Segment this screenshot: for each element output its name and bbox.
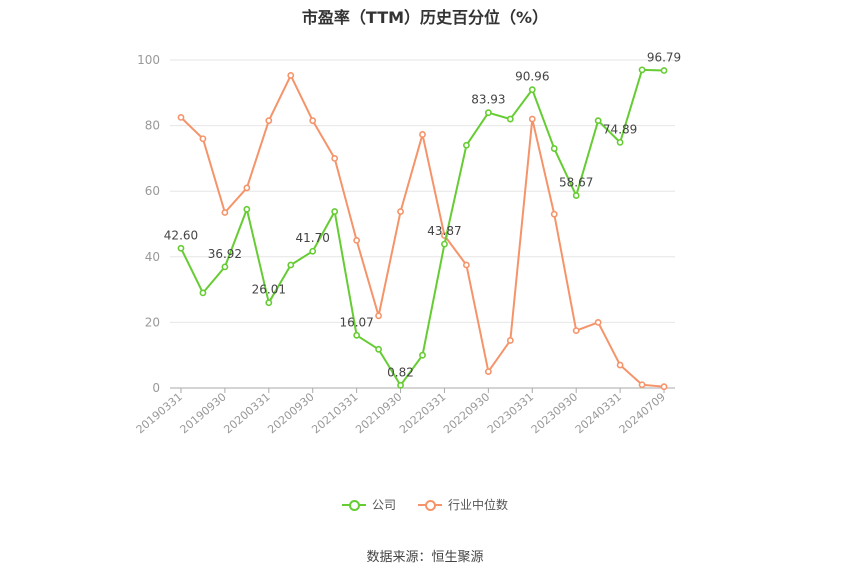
company-data-label: 42.60 [164,228,198,242]
company-data-point [287,261,295,269]
company-data-point [353,331,361,339]
industry-data-point [638,381,646,389]
company-data-label: 83.93 [471,93,505,107]
x-tick-label: 20240331 [573,390,624,436]
company-data-label: 41.70 [296,231,330,245]
legend-item-industry[interactable]: 行业中位数 [418,496,508,513]
industry-data-point [572,327,580,334]
y-tick-label: 80 [145,119,160,133]
x-tick-label: 20220331 [397,390,448,436]
company-data-label: 16.07 [339,315,373,329]
company-data-point [243,205,251,213]
y-tick-label: 60 [145,184,160,198]
y-tick-label: 100 [137,53,160,67]
x-tick-label: 20230930 [529,390,580,436]
industry-data-point [243,184,251,192]
industry-data-point [397,208,404,215]
x-tick-label: 20200331 [221,390,272,436]
chart-title: 市盈率（TTM）历史百分位（%） [301,8,549,27]
x-tick-label: 20200930 [265,390,316,436]
industry-data-point [221,209,229,216]
x-tick-label: 20210331 [309,390,360,436]
company-data-point [484,109,492,117]
company-data-point [331,208,339,215]
y-tick-label: 20 [145,315,160,329]
company-series-line [180,68,665,387]
company-data-point [463,141,470,149]
industry-data-point [484,368,492,375]
company-data-point [528,86,536,94]
line-chart: 0 20 40 60 80 100 2019033120190930202003312020… [134,51,682,437]
industry-series-line [180,74,665,388]
x-tick-label: 20210930 [353,390,404,436]
company-data-label: 74.89 [603,122,637,136]
industry-data-point [616,361,624,369]
industry-data-point [550,210,558,218]
data-source-note: 数据来源：恒生聚源 [366,550,484,565]
legend-swatch-company [341,498,366,512]
industry-data-point [331,154,339,162]
x-tick-label: 20190331 [134,390,185,436]
legend-swatch-industry [418,498,442,512]
company-data-point [309,247,317,255]
industry-data-point [353,236,361,244]
company-data-point [177,244,185,252]
legend-item-company[interactable]: 公司 [341,496,396,513]
company-data-point [221,263,229,271]
industry-data-point [375,312,382,320]
industry-data-point [309,117,317,125]
company-data-label: 26.01 [252,283,286,297]
industry-data-point [506,337,514,344]
industry-data-point [419,131,426,138]
company-data-point [397,381,404,389]
y-tick-label: 40 [145,250,160,264]
company-data-label: 58.67 [559,176,593,190]
x-tick-label: 20240709 [617,390,668,436]
company-data-point [199,289,207,297]
industry-data-point [177,114,185,121]
company-data-point [572,192,580,199]
chart-legend: 公司 行业中位数 [0,496,850,513]
x-tick-label: 20190930 [178,390,229,436]
industry-data-point [199,135,207,143]
company-data-label: 43.87 [427,224,461,238]
company-data-point [550,145,558,152]
y-tick-label: 0 [152,381,160,395]
company-data-point [616,138,624,146]
company-data-point [660,67,668,74]
legend-label-industry: 行业中位数 [448,498,509,512]
x-tick-label: 20230331 [485,390,536,436]
x-tick-label: 20220930 [441,390,492,436]
company-data-label: 0.82 [387,365,414,379]
industry-data-point [287,72,295,79]
company-data-point [265,299,273,307]
company-data-label: 90.96 [515,70,549,84]
company-data-point [506,115,514,123]
industry-data-point [528,115,536,123]
industry-data-point [463,261,470,269]
company-data-point [594,117,602,125]
company-data-label: 96.79 [647,51,681,65]
company-data-label: 36.92 [208,247,242,261]
industry-data-point [265,117,273,125]
company-data-point [419,351,426,359]
legend-label-company: 公司 [371,498,396,512]
company-data-point [441,240,448,248]
company-data-point [375,345,382,353]
company-data-point [638,66,646,74]
industry-data-point [660,383,668,391]
industry-data-point [594,318,602,326]
